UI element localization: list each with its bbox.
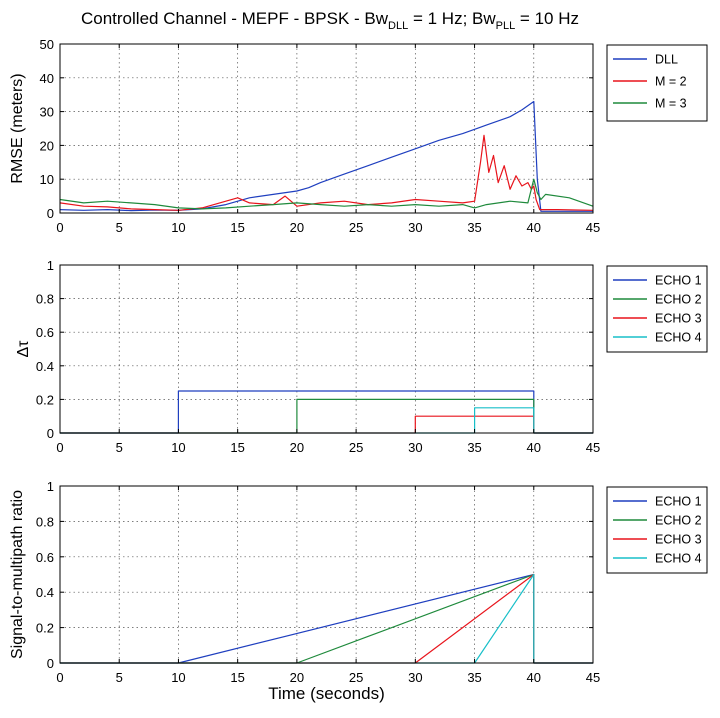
series-line-m-2 <box>59 134 594 211</box>
series-line-m-3 <box>59 178 594 210</box>
plot-area <box>60 486 593 663</box>
y-axis-label: Signal-to-multipath ratio <box>9 490 26 659</box>
x-tick-label: 35 <box>467 670 481 685</box>
x-tick-label: 15 <box>230 440 244 455</box>
y-tick-label: 0 <box>47 206 54 221</box>
y-tick-label: 0 <box>47 656 54 671</box>
legend-label-dll: DLL <box>655 53 678 67</box>
y-tick-label: 0.2 <box>36 621 54 636</box>
y-axis-label: RMSE (meters) <box>9 73 26 183</box>
chart-title: Controlled Channel - MEPF - BPSK - BwDLL… <box>81 9 579 32</box>
y-tick-label: 0.4 <box>36 585 54 600</box>
delay-panel: 0 5 10 15 20 25 30 35 40 45 0 0.2 0.4 0.6 0.8 1 Δτ ECHO 1… <box>15 258 708 455</box>
legend-label-echo-4: ECHO 4 <box>655 331 702 345</box>
x-tick-label: 25 <box>349 670 363 685</box>
plot-area <box>60 265 593 433</box>
x-tick-label: 10 <box>171 440 185 455</box>
x-tick-label: 20 <box>290 670 304 685</box>
legend-label-echo-1: ECHO 1 <box>655 495 702 509</box>
axes-frame <box>59 264 594 434</box>
y-tick-label: 10 <box>40 172 54 187</box>
y-tick-label: 0.6 <box>36 325 54 340</box>
x-tick-label: 25 <box>349 220 363 235</box>
x-tick-label: 10 <box>171 670 185 685</box>
x-tick-label: 5 <box>116 440 123 455</box>
x-tick-label: 45 <box>586 220 600 235</box>
y-tick-label: 50 <box>40 37 54 52</box>
plot-area <box>60 44 593 213</box>
smr-panel: 0 5 10 15 20 25 30 35 40 45 0 0.2 0.4 0.6 0.8 1 Signal-t… <box>9 479 708 703</box>
x-tick-label: 5 <box>116 220 123 235</box>
x-tick-label: 45 <box>586 670 600 685</box>
y-tick-label: 0 <box>47 426 54 441</box>
legend-label-echo-2: ECHO 2 <box>655 514 702 528</box>
y-tick-label: 1 <box>47 479 54 494</box>
legend-label-m-3: M = 3 <box>655 97 687 111</box>
legend-label-echo-3: ECHO 3 <box>655 312 702 326</box>
legend-label-m-2: M = 2 <box>655 75 687 89</box>
x-tick-label: 15 <box>230 670 244 685</box>
x-tick-label: 45 <box>586 440 600 455</box>
x-tick-label: 40 <box>527 220 541 235</box>
y-tick-label: 0.8 <box>36 514 54 529</box>
x-tick-label: 40 <box>527 670 541 685</box>
y-tick-label: 1 <box>47 258 54 273</box>
x-tick-label: 15 <box>230 220 244 235</box>
x-tick-label: 5 <box>116 670 123 685</box>
y-tick-label: 0.6 <box>36 550 54 565</box>
y-tick-label: 0.4 <box>36 359 54 374</box>
y-tick-label: 30 <box>40 105 54 120</box>
x-tick-label: 20 <box>290 220 304 235</box>
y-tick-label: 40 <box>40 71 54 86</box>
y-tick-label: 20 <box>40 138 54 153</box>
x-tick-label: 0 <box>56 220 63 235</box>
legend-label-echo-1: ECHO 1 <box>655 274 702 288</box>
axes-frame <box>59 485 594 664</box>
y-tick-label: 0.8 <box>36 292 54 307</box>
legend-label-echo-4: ECHO 4 <box>655 552 702 566</box>
x-tick-label: 25 <box>349 440 363 455</box>
x-tick-label: 30 <box>408 220 422 235</box>
rmse-panel: 0 5 10 15 20 25 30 35 40 45 0 10 20 30 40 50 RMSE (meter… <box>9 37 708 235</box>
legend-label-echo-3: ECHO 3 <box>655 533 702 547</box>
y-axis-label: Δτ <box>15 340 32 358</box>
x-tick-label: 30 <box>408 670 422 685</box>
x-tick-label: 0 <box>56 670 63 685</box>
x-tick-label: 35 <box>467 220 481 235</box>
x-axis-label: Time (seconds) <box>268 684 385 703</box>
axes-frame <box>59 43 594 214</box>
x-tick-label: 10 <box>171 220 185 235</box>
x-tick-label: 35 <box>467 440 481 455</box>
y-tick-label: 0.2 <box>36 392 54 407</box>
legend-label-echo-2: ECHO 2 <box>655 293 702 307</box>
x-tick-label: 20 <box>290 440 304 455</box>
legend-box <box>606 44 708 122</box>
x-tick-label: 30 <box>408 440 422 455</box>
x-tick-label: 0 <box>56 440 63 455</box>
x-tick-label: 40 <box>527 440 541 455</box>
